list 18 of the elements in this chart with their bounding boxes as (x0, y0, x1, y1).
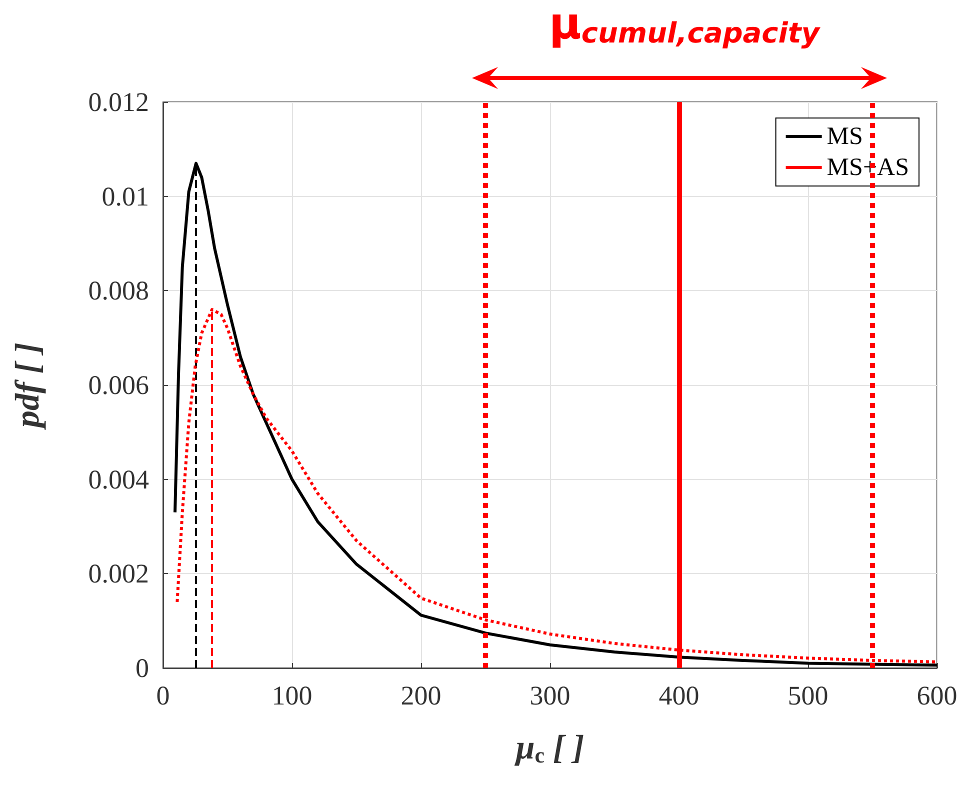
x-tick-label: 300 (530, 680, 570, 710)
x-tick-label: 200 (400, 680, 442, 710)
x-tick-label: 400 (658, 680, 700, 710)
legend-label: MS (826, 123, 863, 150)
y-tick-label: 0.004 (88, 464, 150, 494)
y-tick-label: 0.01 (102, 181, 149, 212)
x-tick-label: 0 (156, 680, 170, 710)
legend-label: MS+AS (826, 154, 910, 181)
x-tick-label: 100 (272, 680, 312, 710)
x-tick-label: 600 (916, 680, 958, 710)
y-axis-title: pdf [ ] (10, 342, 46, 430)
x-tick-label: 500 (788, 680, 828, 710)
y-tick-label: 0.008 (88, 276, 149, 306)
y-tick-label: 0.002 (88, 558, 149, 589)
y-tick-label: 0 (136, 653, 149, 683)
text: μcumul,capacity (549, 0, 822, 50)
y-tick-label: 0.012 (88, 87, 149, 117)
y-tick-label: 0.006 (88, 370, 149, 400)
